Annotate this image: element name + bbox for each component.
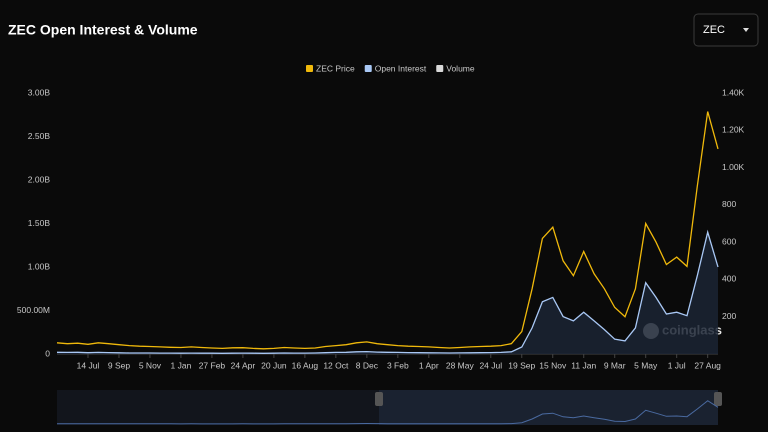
x-tick-label: 19 Sep <box>508 360 535 370</box>
line <box>56 229 719 354</box>
x-tick-label: 11 Jan <box>571 360 596 370</box>
x-tick-label: 1 Jan <box>171 360 192 370</box>
legend: ZEC Price Open Interest Volume <box>306 63 475 73</box>
x-tick-label: 12 Oct <box>323 360 349 370</box>
y2-tick-label: 1.40K <box>722 87 745 97</box>
dropdown-arrow[interactable] <box>743 28 749 32</box>
x-tick-label: 20 Jun <box>261 360 287 370</box>
x-tick-label: 5 Nov <box>139 360 162 370</box>
symbol-selector[interactable] <box>693 13 759 47</box>
y2-tick-label: 400 <box>722 274 736 284</box>
x-tick-label: 9 Mar <box>604 360 626 370</box>
x-tick-label: 3 Feb <box>387 360 409 370</box>
y-tick-label: 1.00B <box>28 261 51 271</box>
legend-label: Volume <box>446 63 475 73</box>
x-tick-label: 5 May <box>634 360 658 370</box>
y-tick-label: 2.50B <box>28 131 51 141</box>
legend-swatch <box>306 65 313 72</box>
y-tick-label: 1.50B <box>28 218 51 228</box>
x-tick-label: 28 May <box>446 360 475 370</box>
chart-title: ZEC Open Interest & Volume <box>8 22 198 38</box>
y2-tick-label: 800 <box>722 199 736 209</box>
x-tick-label: 16 Aug <box>292 360 319 370</box>
x-tick-label: 1 Apr <box>419 360 439 370</box>
x-tick-label: 27 Aug <box>694 360 721 370</box>
y2-tick-label: 1.00K <box>722 162 745 172</box>
area <box>57 232 718 354</box>
y-tick-label: 3.00B <box>28 87 51 97</box>
legend-label: ZEC Price <box>316 63 355 73</box>
legend-label: Open Interest <box>375 63 427 73</box>
legend-swatch <box>436 65 444 72</box>
x-tick-label: 8 Dec <box>356 360 379 370</box>
navigator-line <box>57 400 719 425</box>
navigator-selection[interactable] <box>379 390 718 425</box>
y-tick-label: 2.00B <box>28 174 51 184</box>
y2-tick-label: 1.20K <box>722 125 745 135</box>
legend-swatch <box>364 65 372 72</box>
y-tick-label: 500.00M <box>17 305 50 315</box>
y-tick-label: 0 <box>45 348 50 358</box>
x-tick-label: 14 Jul <box>77 360 100 370</box>
y2-tick-label: 200 <box>722 311 736 321</box>
x-tick-label: 24 Apr <box>231 360 256 370</box>
line <box>56 111 719 350</box>
selector-label[interactable]: ZEC <box>703 24 725 36</box>
x-tick-label: 24 Jul <box>479 360 502 370</box>
x-tick-label: 27 Feb <box>199 360 226 370</box>
x-tick-label: 1 Jul <box>668 360 686 370</box>
navigator-handle[interactable] <box>714 392 722 406</box>
x-tick-label: 15 Nov <box>539 360 567 370</box>
y2-tick-label: 600 <box>722 236 736 246</box>
navigator-handle[interactable] <box>375 392 383 406</box>
x-tick-label: 9 Sep <box>108 360 130 370</box>
